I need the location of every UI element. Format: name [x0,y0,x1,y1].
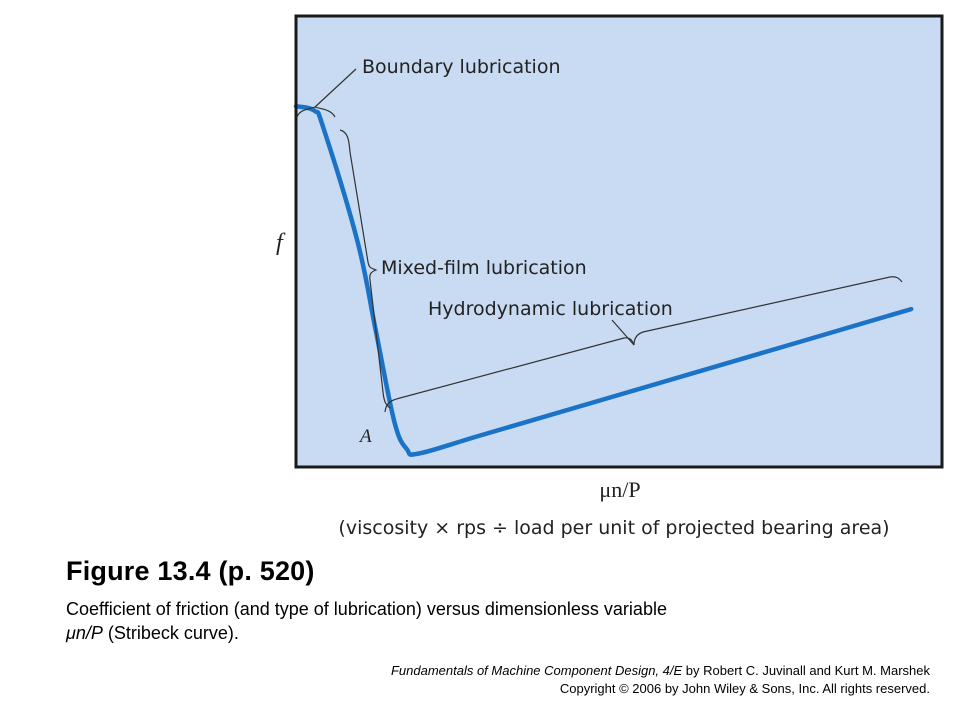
friction-curve [293,103,914,457]
x-axis-label: μn/P [599,477,640,502]
boundary-lubrication-label: Boundary lubrication [362,56,561,78]
plot-area [296,16,942,467]
credit-block: Fundamentals of Machine Component Design… [391,662,930,698]
x-axis-explanation: (viscosity × rps ÷ load per unit of proj… [338,517,889,539]
figure-title: Figure 13.4 (p. 520) [66,556,315,586]
caption-tail: (Stribeck curve). [102,623,239,643]
mixed-film-lubrication-label: Mixed-film lubrication [381,257,587,279]
boundary-leader [314,68,357,108]
hydrodynamic-lubrication-label: Hydrodynamic lubrication [428,298,673,320]
figure-caption: Coefficient of friction (and type of lub… [66,597,906,645]
plot-frame [294,14,944,469]
credit-book-title: Fundamentals of Machine Component Design… [390,663,683,678]
stribeck-chart: Boundary lubrication Mixed-film lubricat… [276,14,944,539]
credit-copyright: Copyright © 2006 by John Wiley & Sons, I… [559,681,930,696]
y-axis-label: f [276,230,286,256]
caption-main: Coefficient of friction (and type of lub… [66,599,667,619]
hydrodynamic-leader [611,319,635,346]
caption-variable: μn/P [66,623,103,643]
credit-authors: by Robert C. Juvinall and Kurt M. Marshe… [682,663,930,678]
mixed-film-bracket [339,129,391,409]
point-a-label: A [358,426,372,447]
